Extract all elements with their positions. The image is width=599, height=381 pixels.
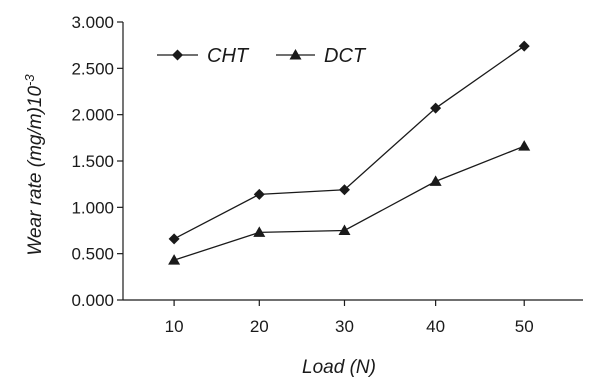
legend-item-cht: CHT <box>157 45 250 67</box>
legend-marker-cht <box>172 49 183 61</box>
series-cht-point <box>518 40 530 52</box>
series-dct-point <box>518 140 531 151</box>
x-tick-label: 10 <box>165 317 184 336</box>
series-cht <box>168 40 530 245</box>
series-group <box>168 40 531 265</box>
series-cht-line <box>173 45 525 240</box>
y-axis-ticks: 0.000 0.500 1.000 1.500 2.000 2.500 3.000 <box>71 13 123 310</box>
y-tick-label: 2.000 <box>71 106 114 125</box>
legend-label-cht: CHT <box>207 45 250 67</box>
y-tick-label: 3.000 <box>71 13 114 32</box>
x-tick-label: 40 <box>426 317 445 336</box>
series-dct-point <box>168 254 181 265</box>
x-tick-label: 30 <box>335 317 354 336</box>
legend-marker-dct <box>289 49 302 60</box>
y-tick-label: 2.500 <box>71 59 114 78</box>
legend-item-dct: DCT <box>276 45 367 67</box>
y-axis-title: Wear rate (mg/m)10-3 <box>22 74 46 256</box>
x-axis-ticks: 10 20 30 40 50 <box>165 300 534 336</box>
series-dct-point <box>253 226 266 237</box>
series-cht-point <box>253 188 265 200</box>
x-tick-label: 50 <box>515 317 534 336</box>
series-dct-line <box>173 145 525 261</box>
series-cht-point <box>338 184 350 196</box>
x-tick-label: 20 <box>250 317 269 336</box>
y-tick-label: 1.000 <box>71 198 114 217</box>
series-cht-point <box>430 102 442 114</box>
series-cht-point <box>168 233 180 245</box>
y-tick-label: 1.500 <box>71 152 114 171</box>
series-dct-point <box>338 224 351 235</box>
y-tick-label: 0.500 <box>71 245 114 264</box>
x-axis-title: Load (N) <box>302 357 376 378</box>
legend-label-dct: DCT <box>324 45 367 67</box>
legend: CHT DCT <box>157 45 367 67</box>
y-tick-label: 0.000 <box>71 291 114 310</box>
series-dct <box>168 140 531 265</box>
series-dct-point <box>429 175 442 186</box>
